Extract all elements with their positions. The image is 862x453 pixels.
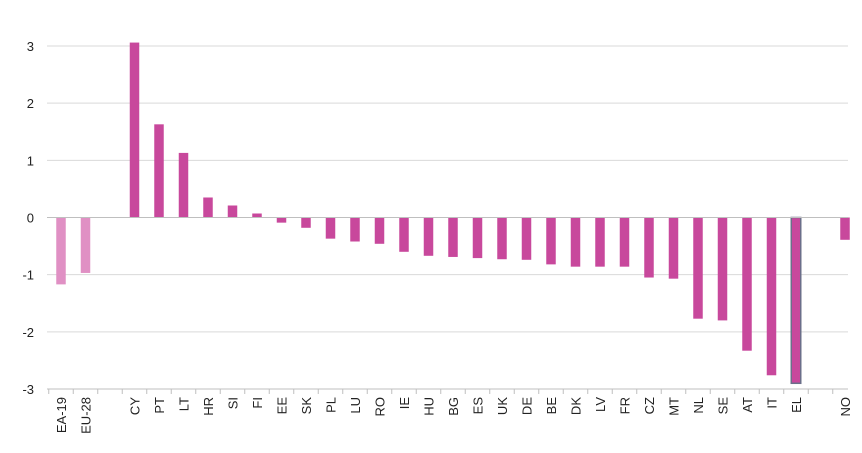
bar-bg <box>448 217 458 257</box>
bar-ro <box>374 217 385 244</box>
x-category-label: SI <box>226 397 241 409</box>
bar-hu <box>423 217 434 256</box>
x-category-label: NO <box>838 397 853 417</box>
gridlines <box>47 45 848 394</box>
bar-fr <box>619 217 630 267</box>
x-category-label: SK <box>299 397 314 415</box>
x-category-label: BE <box>544 397 559 415</box>
x-category-label: EE <box>275 397 290 415</box>
x-category-label: LV <box>593 397 608 412</box>
x-category-label: RO <box>373 397 388 417</box>
x-category-label: LT <box>177 397 192 411</box>
x-category-label: EU-28 <box>79 397 94 434</box>
bar-ea-19 <box>56 217 66 285</box>
bar-eu-28 <box>80 217 91 273</box>
bar-es <box>472 217 483 259</box>
x-category-label: UK <box>495 397 510 415</box>
x-category-label: EL <box>789 397 804 413</box>
x-category-label: MT <box>667 397 682 416</box>
y-tick-label: 1 <box>27 153 34 168</box>
bar-nl <box>693 217 703 319</box>
y-tick-label: -2 <box>22 325 34 340</box>
bar-cy <box>129 42 140 218</box>
y-tick-label: 2 <box>27 96 34 111</box>
bars <box>56 42 850 385</box>
bar-lv <box>595 217 605 267</box>
bar-ee <box>276 217 287 223</box>
x-category-label: HR <box>201 397 216 416</box>
bar-at <box>742 217 752 351</box>
x-category-label: IT <box>765 397 780 409</box>
bar-pt <box>154 124 164 218</box>
y-tick-label: -3 <box>22 382 34 397</box>
x-category-label: DE <box>520 397 535 415</box>
x-category-label: LU <box>348 397 363 414</box>
bar-no <box>840 217 850 240</box>
x-category-label: PL <box>324 397 339 413</box>
x-category-label: IE <box>397 397 412 410</box>
bar-sk <box>301 217 311 228</box>
x-category-label: NL <box>691 397 706 414</box>
x-category-label: SE <box>716 397 731 415</box>
bar-hr <box>203 197 213 218</box>
bar-cz <box>644 217 654 278</box>
x-category-label: CZ <box>642 397 657 414</box>
x-category-label: PT <box>152 397 167 414</box>
bar-pl <box>325 217 336 239</box>
bar-de <box>521 217 532 260</box>
bar-uk <box>497 217 507 260</box>
y-tick-label: -1 <box>22 268 34 283</box>
bar-it <box>766 217 777 376</box>
x-category-label: FI <box>250 397 265 409</box>
x-category-label: DK <box>569 397 584 415</box>
x-category-label: CY <box>128 397 143 415</box>
bar-mt <box>668 217 679 279</box>
x-category-label: HU <box>422 397 437 416</box>
bar-el <box>790 216 802 385</box>
x-axis-category-labels: EA-19 EU-28 CY PT LT HR SI FI EE SK PL LU RO IE HU BG ES… <box>54 397 853 434</box>
bar-se <box>717 217 728 321</box>
x-category-label: EA-19 <box>54 397 69 433</box>
x-category-label: FR <box>618 397 633 414</box>
x-category-label: AT <box>740 397 755 413</box>
bar-be <box>546 217 556 265</box>
x-category-label: ES <box>471 397 486 415</box>
bar-dk <box>570 217 581 267</box>
y-tick-label: 3 <box>27 39 34 54</box>
bar-lt <box>178 152 189 218</box>
y-tick-label: 0 <box>27 211 34 226</box>
y-axis-tick-labels: 3 2 1 0 -1 -2 -3 <box>22 39 34 397</box>
bar-ie <box>399 217 409 252</box>
bar-fi <box>252 213 262 218</box>
x-category-label: BG <box>446 397 461 416</box>
bar-si <box>227 205 238 218</box>
bar-lu <box>350 217 360 242</box>
